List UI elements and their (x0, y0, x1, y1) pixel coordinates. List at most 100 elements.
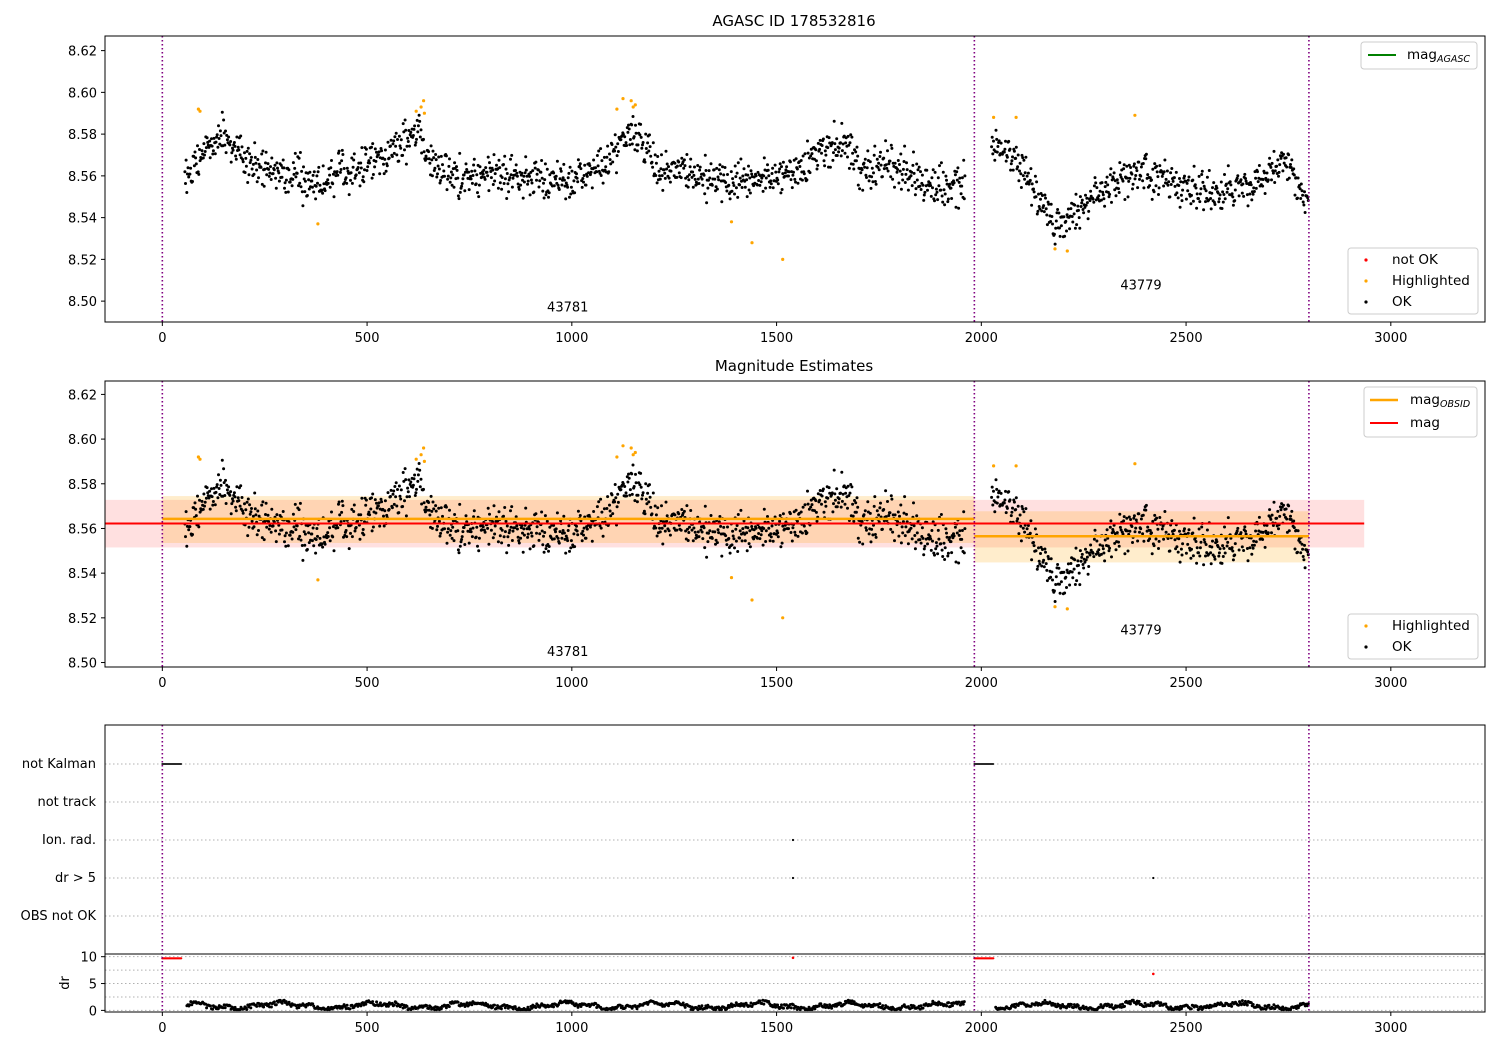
ok-point (1195, 561, 1199, 565)
dr-point (947, 1001, 951, 1005)
ok-point (364, 498, 368, 502)
ok-point (489, 528, 493, 532)
ok-point (1215, 540, 1219, 544)
ok-point (685, 504, 689, 508)
ok-point (261, 500, 265, 504)
ok-point (1301, 547, 1305, 551)
ok-point (867, 532, 871, 536)
ok-point (851, 151, 855, 155)
ok-point (1221, 544, 1225, 548)
ok-point (1166, 183, 1170, 187)
ok-point (853, 148, 856, 152)
ok-point (1016, 504, 1020, 508)
ok-point (1205, 528, 1209, 532)
ok-point (1103, 204, 1107, 208)
ok-point (953, 173, 957, 177)
ok-point (1299, 551, 1303, 555)
ok-point (450, 536, 454, 540)
ok-point (1138, 177, 1141, 181)
ok-point (547, 545, 551, 548)
ok-point (1217, 197, 1221, 201)
ok-point (1122, 167, 1126, 171)
ok-point (293, 151, 297, 155)
dr-point (595, 1006, 599, 1009)
ok-point (902, 511, 906, 515)
ok-point (320, 188, 324, 192)
ok-point (627, 472, 630, 476)
ok-point (1190, 547, 1193, 551)
ok-point (523, 171, 527, 175)
ok-point (1257, 164, 1261, 167)
ok-point (726, 525, 729, 529)
ok-point (203, 504, 206, 508)
legend-points: not OK Highlighted OK (1347, 247, 1479, 315)
ok-point (900, 172, 904, 176)
ok-point (352, 510, 356, 513)
ok-point (184, 158, 188, 162)
ok-point (1245, 193, 1249, 197)
ok-point (1024, 155, 1028, 159)
ok-point (837, 501, 841, 505)
ok-point (197, 525, 201, 529)
ok-point (630, 492, 634, 496)
ok-point (1058, 591, 1062, 595)
ok-point (409, 480, 413, 484)
ok-point (1129, 166, 1133, 169)
ok-point (538, 179, 542, 183)
ok-point (783, 171, 787, 175)
dr-point (1306, 1002, 1310, 1006)
ok-point (847, 166, 851, 170)
ok-point (480, 175, 484, 179)
ok-point (865, 528, 868, 532)
ok-point (293, 166, 297, 170)
ok-point (559, 167, 563, 171)
ok-point (573, 191, 577, 195)
ok-point (294, 528, 298, 532)
ok-point (601, 181, 605, 185)
dr-point (1131, 998, 1135, 1002)
ok-point (650, 512, 654, 516)
ok-point (418, 468, 422, 472)
ok-point (1261, 178, 1265, 181)
ok-point (643, 512, 647, 516)
ok-point (1037, 205, 1041, 208)
ok-point (771, 166, 775, 170)
ok-point (467, 541, 471, 545)
highlighted-point (750, 241, 754, 245)
ok-point (1009, 162, 1013, 166)
ok-point (1266, 531, 1270, 535)
flag-label-obs-not-ok: OBS not OK (21, 909, 97, 924)
ok-point (1002, 501, 1006, 505)
ok-point (380, 500, 384, 504)
ok-point (601, 534, 605, 538)
ok-point (532, 190, 536, 194)
ok-point (716, 528, 720, 532)
ok-point (594, 166, 597, 170)
ok-point (880, 527, 884, 531)
ok-point (183, 170, 187, 174)
ok-point (850, 135, 854, 139)
ok-point (956, 166, 960, 170)
ok-point (661, 542, 665, 546)
legend-label: not OK (1392, 252, 1439, 268)
ok-point (536, 168, 540, 172)
ok-point (1057, 211, 1061, 215)
ok-point (1016, 517, 1020, 521)
ok-point (548, 525, 552, 529)
ok-point (1078, 549, 1082, 553)
ok-point (909, 174, 913, 178)
ok-point (449, 170, 453, 174)
ok-point (1169, 183, 1173, 186)
ok-point (488, 512, 491, 516)
ok-point (390, 506, 394, 510)
ok-point (1030, 182, 1034, 186)
ok-point (864, 173, 868, 177)
ok-point (854, 510, 858, 514)
ok-point (719, 172, 723, 176)
ok-point (1278, 514, 1282, 518)
ok-point (1228, 180, 1232, 184)
ok-point (457, 551, 461, 555)
ok-point (215, 133, 219, 137)
ok-point (955, 178, 959, 182)
ok-point (794, 157, 798, 161)
